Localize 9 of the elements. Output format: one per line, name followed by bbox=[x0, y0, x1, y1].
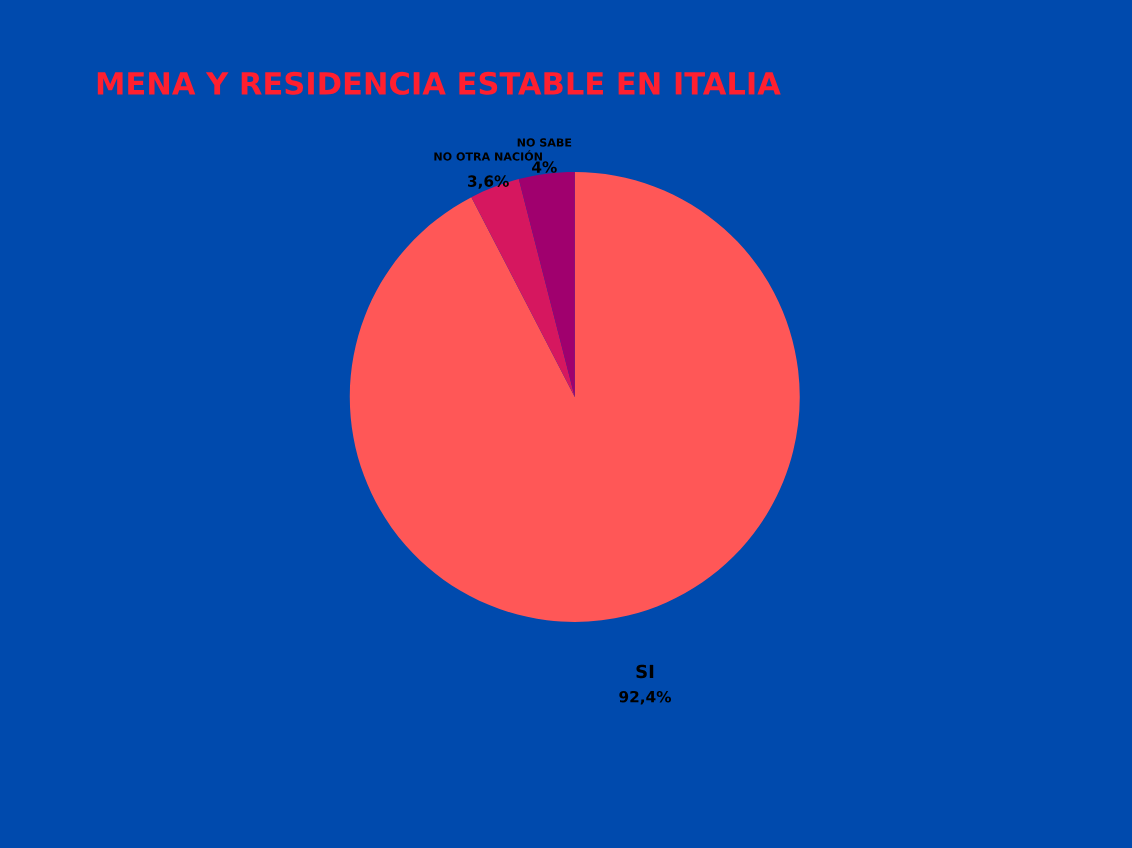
data-label: 4% bbox=[532, 161, 557, 173]
data-label: 92,4% bbox=[619, 690, 672, 705]
pie-slice bbox=[518, 172, 575, 397]
data-label: 3,6% bbox=[468, 175, 509, 189]
pie-slice bbox=[349, 172, 800, 622]
slice-label: NO SABE bbox=[517, 138, 572, 147]
chart-title: MENA Y RESIDENCIA ESTABLE EN ITALIA bbox=[97, 71, 781, 95]
slice-label: NO OTRA NACIÓN bbox=[434, 150, 542, 161]
slice-label: SI bbox=[636, 664, 654, 679]
